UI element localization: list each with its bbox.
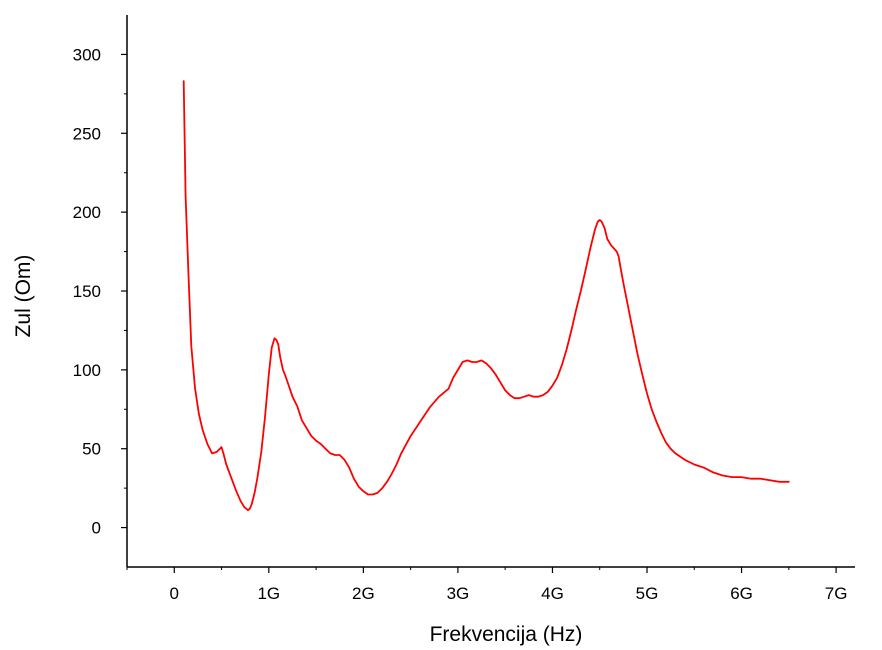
x-tick-label: 4G	[541, 584, 564, 603]
y-tick-label: 300	[73, 45, 101, 64]
y-axis-title: Zul (Om)	[12, 255, 35, 338]
x-tick-label: 7G	[825, 584, 848, 603]
x-tick-label: 6G	[730, 584, 753, 603]
y-tick-label: 0	[92, 519, 101, 538]
y-tick-label: 100	[73, 361, 101, 380]
x-tick-label: 1G	[257, 584, 280, 603]
series-line	[182, 80, 790, 512]
y-axis-ticks: 0 50 100 150 200 250 300	[73, 45, 127, 538]
x-tick-label: 2G	[352, 584, 375, 603]
y-tick-label: 150	[73, 282, 101, 301]
x-tick-label: 5G	[636, 584, 659, 603]
x-axis-title: Frekvencija (Hz)	[430, 623, 583, 646]
y-tick-label: 50	[82, 440, 101, 459]
axes	[126, 15, 855, 568]
series-layer	[182, 80, 790, 512]
x-tick-label: 0	[170, 584, 179, 603]
y-tick-label: 200	[73, 203, 101, 222]
x-axis-ticks: 0 1G 2G 3G 4G 5G 6G 7G	[126, 567, 848, 603]
y-tick-label: 250	[73, 124, 101, 143]
x-tick-label: 3G	[447, 584, 470, 603]
